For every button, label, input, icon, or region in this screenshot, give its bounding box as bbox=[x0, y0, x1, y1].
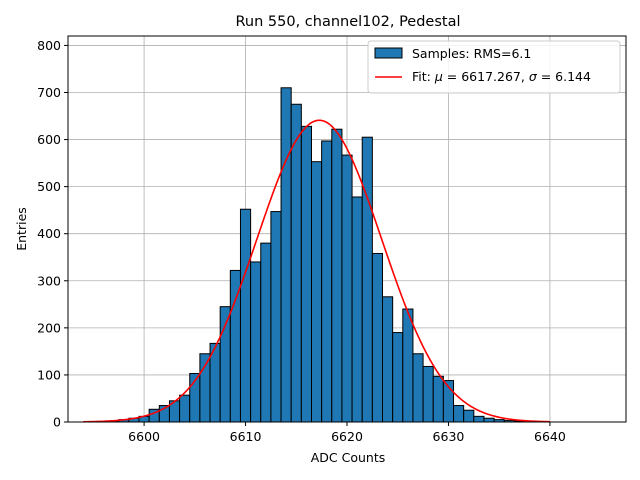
histogram-bar bbox=[280, 87, 292, 423]
x-tick-label: 6640 bbox=[534, 429, 566, 444]
histogram-bar bbox=[432, 375, 444, 423]
x-tick-label: 6600 bbox=[128, 429, 160, 444]
y-tick-label: 300 bbox=[37, 273, 61, 288]
y-tick-label: 700 bbox=[37, 85, 61, 100]
chart-title: Run 550, channel102, Pedestal bbox=[235, 14, 460, 30]
legend-mu-value: = 6617.267, bbox=[443, 69, 529, 84]
y-tick-label: 0 bbox=[53, 415, 61, 430]
legend-samples-label: Samples: RMS=6.1 bbox=[412, 46, 531, 61]
fit-curve-layer bbox=[83, 119, 550, 423]
x-tick-label: 6630 bbox=[433, 429, 465, 444]
histogram-bar bbox=[402, 308, 414, 423]
histogram-bar bbox=[412, 353, 424, 423]
y-tick-label: 200 bbox=[37, 320, 61, 335]
histogram-bar bbox=[270, 211, 282, 423]
histogram-bar bbox=[260, 242, 272, 423]
y-axis-ticks: 0 100 200 300 400 500 600 700 800 bbox=[37, 38, 68, 430]
histogram-bar bbox=[453, 405, 465, 423]
x-axis-ticks: 6600 6610 6620 6630 6640 bbox=[128, 422, 566, 444]
histogram-bar bbox=[290, 103, 302, 423]
y-tick-label: 100 bbox=[37, 367, 61, 382]
legend-sigma-value: = 6.144 bbox=[537, 69, 591, 84]
histogram-bar bbox=[463, 409, 475, 423]
x-tick-label: 6610 bbox=[230, 429, 262, 444]
histogram-bar bbox=[239, 208, 252, 423]
legend-box bbox=[367, 40, 621, 94]
y-tick-label: 500 bbox=[37, 179, 61, 194]
y-tick-label: 800 bbox=[37, 38, 61, 53]
histogram-bar bbox=[361, 136, 373, 423]
histogram-bar bbox=[321, 140, 333, 423]
histogram-bar bbox=[300, 125, 312, 423]
legend-fit-prefix: Fit: bbox=[412, 69, 435, 84]
legend-samples-swatch bbox=[374, 47, 403, 59]
x-tick-label: 6620 bbox=[331, 429, 363, 444]
histogram-bar bbox=[250, 261, 262, 423]
y-tick-label: 400 bbox=[37, 226, 61, 241]
x-axis-label: ADC Counts bbox=[311, 450, 386, 465]
histogram-bar bbox=[331, 128, 343, 423]
histogram-bar bbox=[483, 417, 495, 423]
legend-mu-symbol: μ bbox=[434, 69, 443, 84]
histogram-bar bbox=[351, 196, 363, 423]
histogram-bar bbox=[229, 269, 241, 423]
histogram-bar bbox=[179, 394, 191, 423]
fit-curve bbox=[83, 119, 550, 423]
histogram-bar bbox=[371, 252, 384, 423]
histogram-bar bbox=[392, 332, 404, 423]
histogram-bar bbox=[422, 365, 434, 423]
legend-fit-label: Fit: μ = 6617.267, σ = 6.144 bbox=[412, 69, 591, 84]
y-axis-label: Entries bbox=[14, 207, 29, 251]
legend-sigma-symbol: σ bbox=[529, 69, 538, 84]
histogram-bar bbox=[310, 161, 323, 423]
histogram-bar bbox=[382, 296, 394, 423]
histogram-bar bbox=[473, 415, 485, 423]
histogram-bar bbox=[199, 353, 211, 423]
y-tick-label: 600 bbox=[37, 132, 61, 147]
histogram-bar bbox=[341, 154, 353, 423]
legend: Samples: RMS=6.1 Fit: μ = 6617.267, σ = … bbox=[367, 40, 621, 94]
